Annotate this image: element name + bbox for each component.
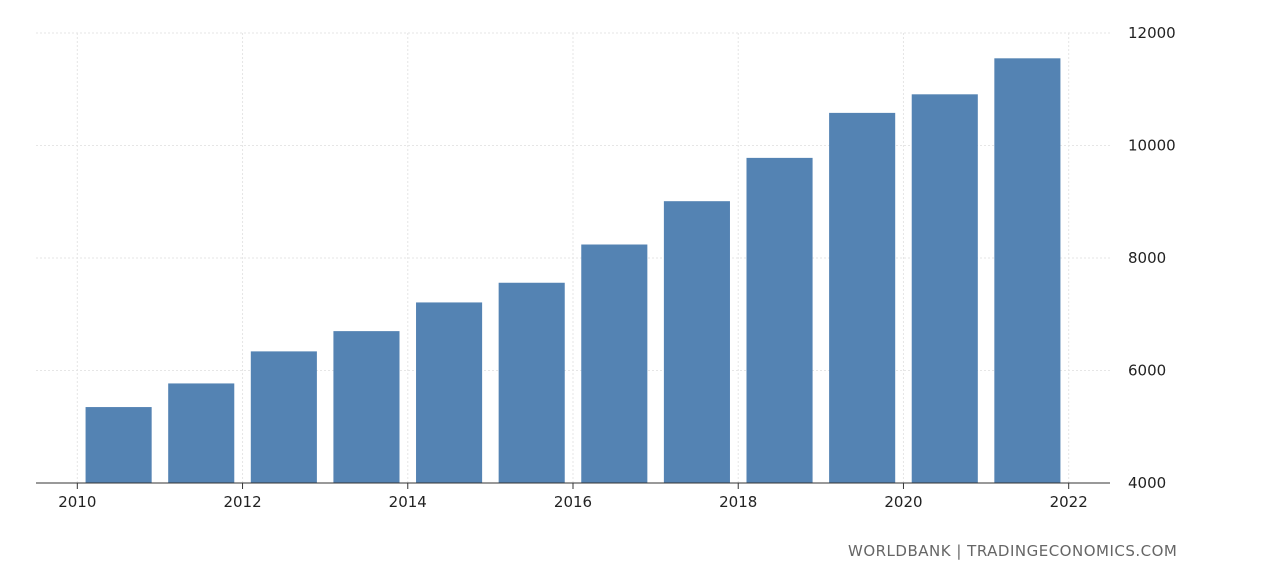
tick-labels: 4000 6000 8000 10000 12000 2010 2012 2014 2016 20… xyxy=(58,24,1176,511)
y-tick-label: 10000 xyxy=(1128,137,1176,155)
bar-2017 xyxy=(663,201,730,483)
x-tick-label: 2022 xyxy=(1050,493,1088,511)
bars xyxy=(85,58,1061,483)
x-tick-label: 2012 xyxy=(223,493,261,511)
y-tick-label: 6000 xyxy=(1128,362,1166,380)
source-credit: WORLDBANK | TRADINGECONOMICS.COM xyxy=(848,542,1178,560)
bar-2011 xyxy=(168,383,235,483)
bar-2013 xyxy=(333,331,400,483)
bar-2014 xyxy=(416,302,483,483)
bar-2018 xyxy=(746,157,813,483)
x-tick-label: 2016 xyxy=(554,493,592,511)
grid-lines xyxy=(36,32,1110,483)
y-tick-label: 12000 xyxy=(1128,24,1176,42)
bar-2015 xyxy=(498,282,565,483)
bar-2016 xyxy=(581,244,648,483)
bar-2020 xyxy=(911,94,978,483)
bar-2010 xyxy=(85,407,152,483)
y-tick-label: 4000 xyxy=(1128,474,1166,492)
x-tick-label: 2010 xyxy=(58,493,96,511)
bar-2019 xyxy=(829,112,896,483)
y-tick-label: 8000 xyxy=(1128,249,1166,267)
x-tick-label: 2020 xyxy=(884,493,922,511)
x-tick-label: 2014 xyxy=(389,493,427,511)
bar-2021 xyxy=(994,58,1061,483)
axes xyxy=(36,482,1110,489)
bar-2012 xyxy=(250,351,317,483)
x-tick-label: 2018 xyxy=(719,493,757,511)
